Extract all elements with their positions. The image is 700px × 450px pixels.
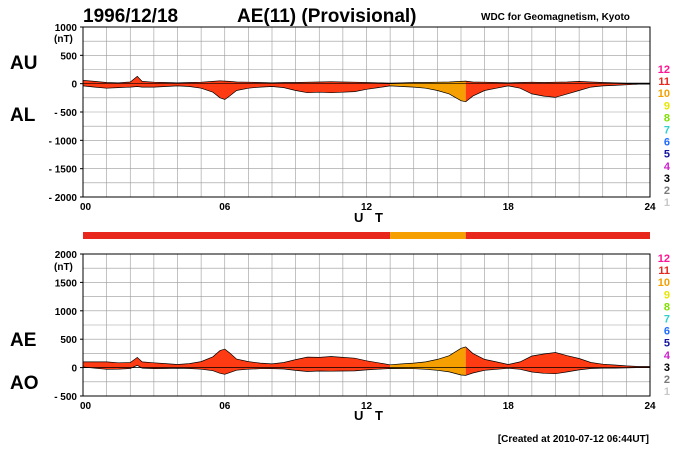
legend-level-1: 1: [664, 197, 670, 209]
ae-ao-x-tick-label: 12: [361, 401, 373, 412]
ae-ao-x-tick-label: 18: [503, 401, 515, 412]
legend-level-8: 8: [664, 112, 670, 124]
au-al-traces: [82, 75, 650, 103]
al-label: AL: [10, 105, 36, 126]
au-al-y-tick-label: - 1000: [49, 136, 78, 147]
legend-level-12: 12: [658, 253, 670, 265]
legend-level-11: 11: [658, 265, 670, 277]
ae-ao-unit-label: (nT): [54, 262, 73, 273]
au-al-y-ticks: 1000 500 0 - 500 - 1000 - 1500 - 2000: [49, 23, 83, 204]
au-label: AU: [10, 53, 37, 74]
ae-ao-y-tick-label: 2000: [55, 250, 78, 261]
au-al-x-axis-label: U T: [354, 210, 387, 225]
ae-ao-y-tick-label: - 500: [54, 392, 77, 403]
au-al-band-partial: [390, 81, 466, 102]
ae-ao-y-tick-label: 1000: [55, 307, 78, 318]
ae-ao-band-partial: [390, 346, 466, 376]
ae-ao-x-tick-label: 06: [219, 401, 231, 412]
legend-level-3: 3: [664, 173, 670, 185]
ae-ao-y-tick-label: 0: [71, 364, 77, 375]
ae-ao-grid: [83, 254, 650, 396]
legend-level-9: 9: [664, 289, 670, 301]
index-title: AE(11) (Provisional): [237, 6, 417, 27]
ae-label: AE: [10, 330, 36, 351]
station-bar-segment: [465, 232, 650, 239]
legend-level-10: 10: [658, 88, 670, 100]
au-al-y-tick-label: - 500: [54, 108, 77, 119]
created-timestamp: [Created at 2010-07-12 06:44UT]: [498, 434, 649, 445]
ae-ao-y-tick-label: 500: [60, 335, 77, 346]
ae-ao-y-ticks: 2000 1500 1000 500 0 - 500: [54, 250, 83, 403]
au-al-x-tick-label: 18: [503, 202, 515, 213]
al-series-line: [82, 83, 650, 103]
station-count-bar: [83, 232, 650, 239]
au-al-x-ticks: 00 06 12 18 24: [80, 202, 656, 213]
au-al-grid: [83, 27, 650, 197]
ae-ao-x-tick-label: 00: [80, 401, 92, 412]
ao-series-line: [82, 364, 650, 376]
ae-ao-x-tick-label: 24: [644, 401, 656, 412]
legend-level-1: 1: [664, 386, 670, 398]
legend-level-12: 12: [658, 64, 670, 76]
legend-level-11: 11: [658, 76, 670, 88]
ae-series-line: [83, 346, 650, 367]
au-al-y-tick-label: 500: [60, 51, 77, 62]
legend-level-3: 3: [664, 362, 670, 374]
legend-level-2: 2: [664, 374, 670, 386]
legend-level-7: 7: [664, 314, 670, 326]
legend-level-2: 2: [664, 185, 670, 197]
au-al-x-tick-label: 06: [219, 202, 231, 213]
legend-level-4: 4: [664, 350, 671, 362]
au-al-x-tick-label: 00: [80, 202, 92, 213]
au-al-y-tick-label: 1000: [55, 23, 78, 34]
au-al-y-tick-label: - 2000: [49, 193, 78, 204]
date-title: 1996/12/18: [83, 6, 178, 27]
au-al-unit-label: (nT): [54, 34, 73, 45]
legend-level-9: 9: [664, 100, 670, 112]
legend-level-6: 6: [664, 326, 670, 338]
legend-level-5: 5: [664, 338, 670, 350]
ae-ao-y-tick-label: 1500: [55, 278, 78, 289]
au-al-x-tick-label: 12: [361, 202, 373, 213]
station-bar-segment: [83, 232, 391, 239]
legend-level-5: 5: [664, 149, 670, 161]
ae-ao-x-ticks: 00 06 12 18 24: [80, 401, 656, 412]
station-bar-segment: [390, 232, 466, 239]
legend-level-6: 6: [664, 137, 670, 149]
au-series-line: [82, 75, 650, 84]
ae-ao-x-axis-label: U T: [354, 408, 387, 423]
legend-level-4: 4: [664, 161, 671, 173]
ae-ao-band-main: [83, 349, 391, 375]
ae-ao-traces: [82, 346, 650, 376]
au-al-y-tick-label: - 1500: [49, 165, 78, 176]
au-al-band-main: [465, 81, 650, 102]
ao-label: AO: [10, 373, 39, 394]
au-al-band-main: [83, 76, 391, 100]
ae-ao-frame: [82, 253, 651, 397]
legend-level-10: 10: [658, 277, 670, 289]
organization-label: WDC for Geomagnetism, Kyoto: [481, 12, 630, 23]
au-al-y-tick-label: 0: [71, 80, 77, 91]
au-al-x-tick-label: 24: [644, 202, 656, 213]
legend-level-7: 7: [664, 125, 670, 137]
legend-level-8: 8: [664, 301, 670, 313]
